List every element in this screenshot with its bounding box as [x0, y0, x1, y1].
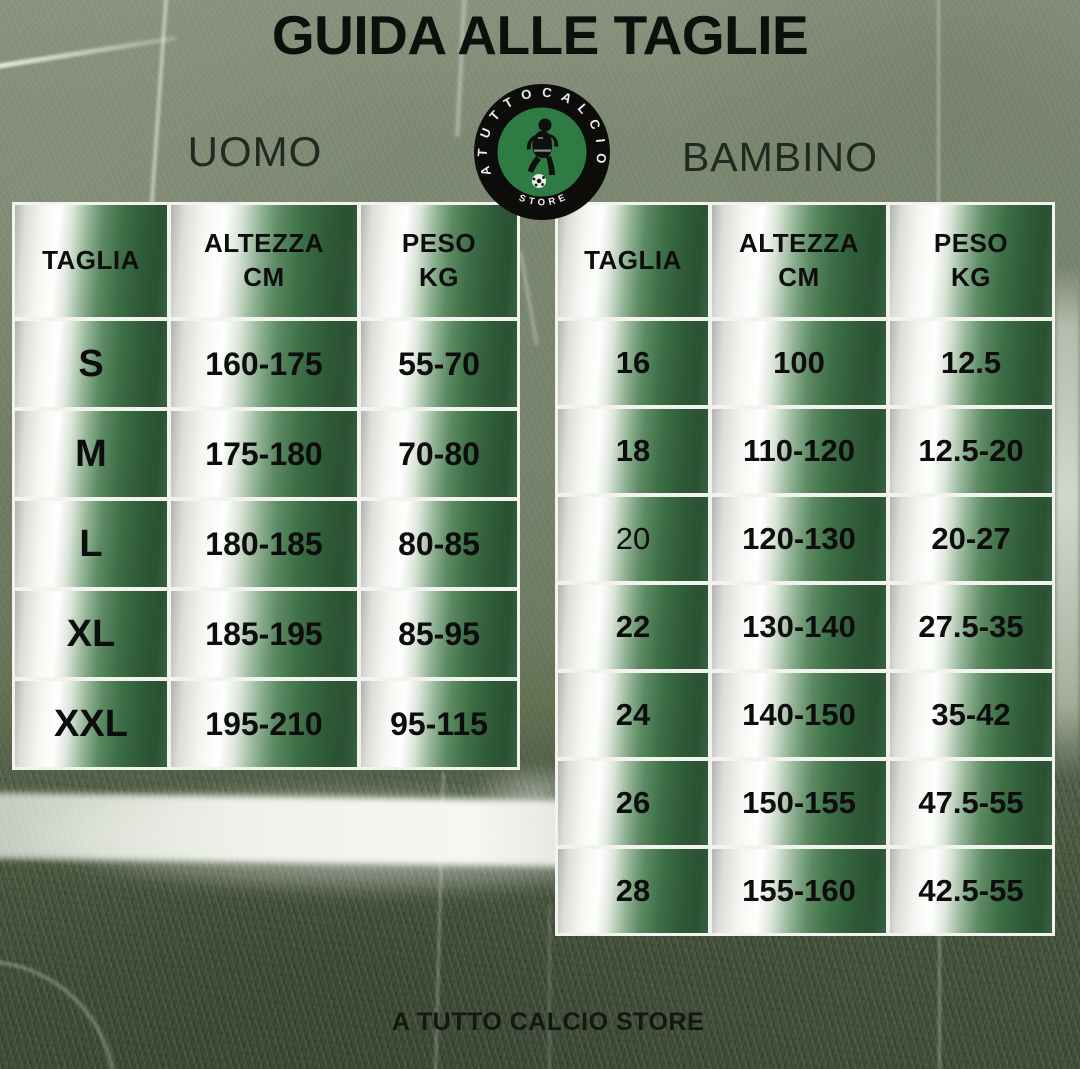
uomo-row-s-altezza: 160-175: [171, 321, 357, 407]
field-line-right-bottom: [938, 934, 941, 1069]
uomo-header-taglia: TAGLIA: [15, 205, 167, 317]
uomo-size-table: TAGLIA ALTEZZA CM PESO KG S 160-175 55-70 …: [12, 202, 520, 770]
uomo-row-s-peso: 55-70: [361, 321, 517, 407]
uomo-row-xl-peso: 85-95: [361, 591, 517, 677]
bambino-row-24-peso: 35-42: [890, 673, 1052, 757]
bambino-row-18-taglia: 18: [558, 409, 708, 493]
bambino-row-22-altezza: 130-140: [712, 585, 886, 669]
bambino-row-20-taglia: 20: [558, 497, 708, 581]
uomo-row-xxl-taglia: XXL: [15, 681, 167, 767]
bambino-header-peso: PESO KG: [890, 205, 1052, 317]
field-line-right-top: [937, 0, 940, 207]
section-label-uomo: UOMO: [187, 128, 323, 175]
bambino-row-16-altezza: 100: [712, 321, 886, 405]
bambino-row-24-altezza: 140-150: [712, 673, 886, 757]
page-title: GUIDA ALLE TAGLIE: [271, 4, 809, 66]
field-side-line-right: [1055, 265, 1080, 780]
bambino-row-26-taglia: 26: [558, 761, 708, 845]
store-logo: ATUTTOCALCIO STORE: [474, 84, 610, 220]
uomo-row-l-peso: 80-85: [361, 501, 517, 587]
uomo-row-xl-taglia: XL: [15, 591, 167, 677]
bambino-row-22-taglia: 22: [558, 585, 708, 669]
bambino-header-altezza: ALTEZZA CM: [712, 205, 886, 317]
bambino-row-26-peso: 47.5-55: [890, 761, 1052, 845]
soccer-ball-icon: [532, 174, 546, 188]
uomo-row-l-taglia: L: [15, 501, 167, 587]
field-line-below-left-table-2: [548, 905, 551, 1069]
uomo-header-peso: PESO KG: [361, 205, 517, 317]
uomo-row-s-taglia: S: [15, 321, 167, 407]
bambino-size-table: TAGLIA ALTEZZA CM PESO KG 16 100 12.5 18 1…: [555, 202, 1055, 936]
soccer-player-icon: [526, 118, 559, 175]
uomo-row-m-taglia: M: [15, 411, 167, 497]
bambino-row-16-peso: 12.5: [890, 321, 1052, 405]
bambino-row-28-taglia: 28: [558, 849, 708, 933]
section-label-bambino: BAMBINO: [681, 134, 879, 180]
bambino-row-18-altezza: 110-120: [712, 409, 886, 493]
bambino-row-28-altezza: 155-160: [712, 849, 886, 933]
bambino-row-20-peso: 20-27: [890, 497, 1052, 581]
footer-store-name: A TUTTO CALCIO STORE: [391, 1008, 705, 1036]
uomo-row-xxl-peso: 95-115: [361, 681, 517, 767]
bambino-row-22-peso: 27.5-35: [890, 585, 1052, 669]
bambino-row-16-taglia: 16: [558, 321, 708, 405]
uomo-row-xl-altezza: 185-195: [171, 591, 357, 677]
bambino-row-28-peso: 42.5-55: [890, 849, 1052, 933]
uomo-row-l-altezza: 180-185: [171, 501, 357, 587]
uomo-row-m-peso: 70-80: [361, 411, 517, 497]
bambino-row-26-altezza: 150-155: [712, 761, 886, 845]
bambino-row-18-peso: 12.5-20: [890, 409, 1052, 493]
uomo-row-xxl-altezza: 195-210: [171, 681, 357, 767]
bambino-row-24-taglia: 24: [558, 673, 708, 757]
bambino-row-20-altezza: 120-130: [712, 497, 886, 581]
bambino-header-taglia: TAGLIA: [558, 205, 708, 317]
uomo-row-m-altezza: 175-180: [171, 411, 357, 497]
uomo-header-altezza: ALTEZZA CM: [171, 205, 357, 317]
